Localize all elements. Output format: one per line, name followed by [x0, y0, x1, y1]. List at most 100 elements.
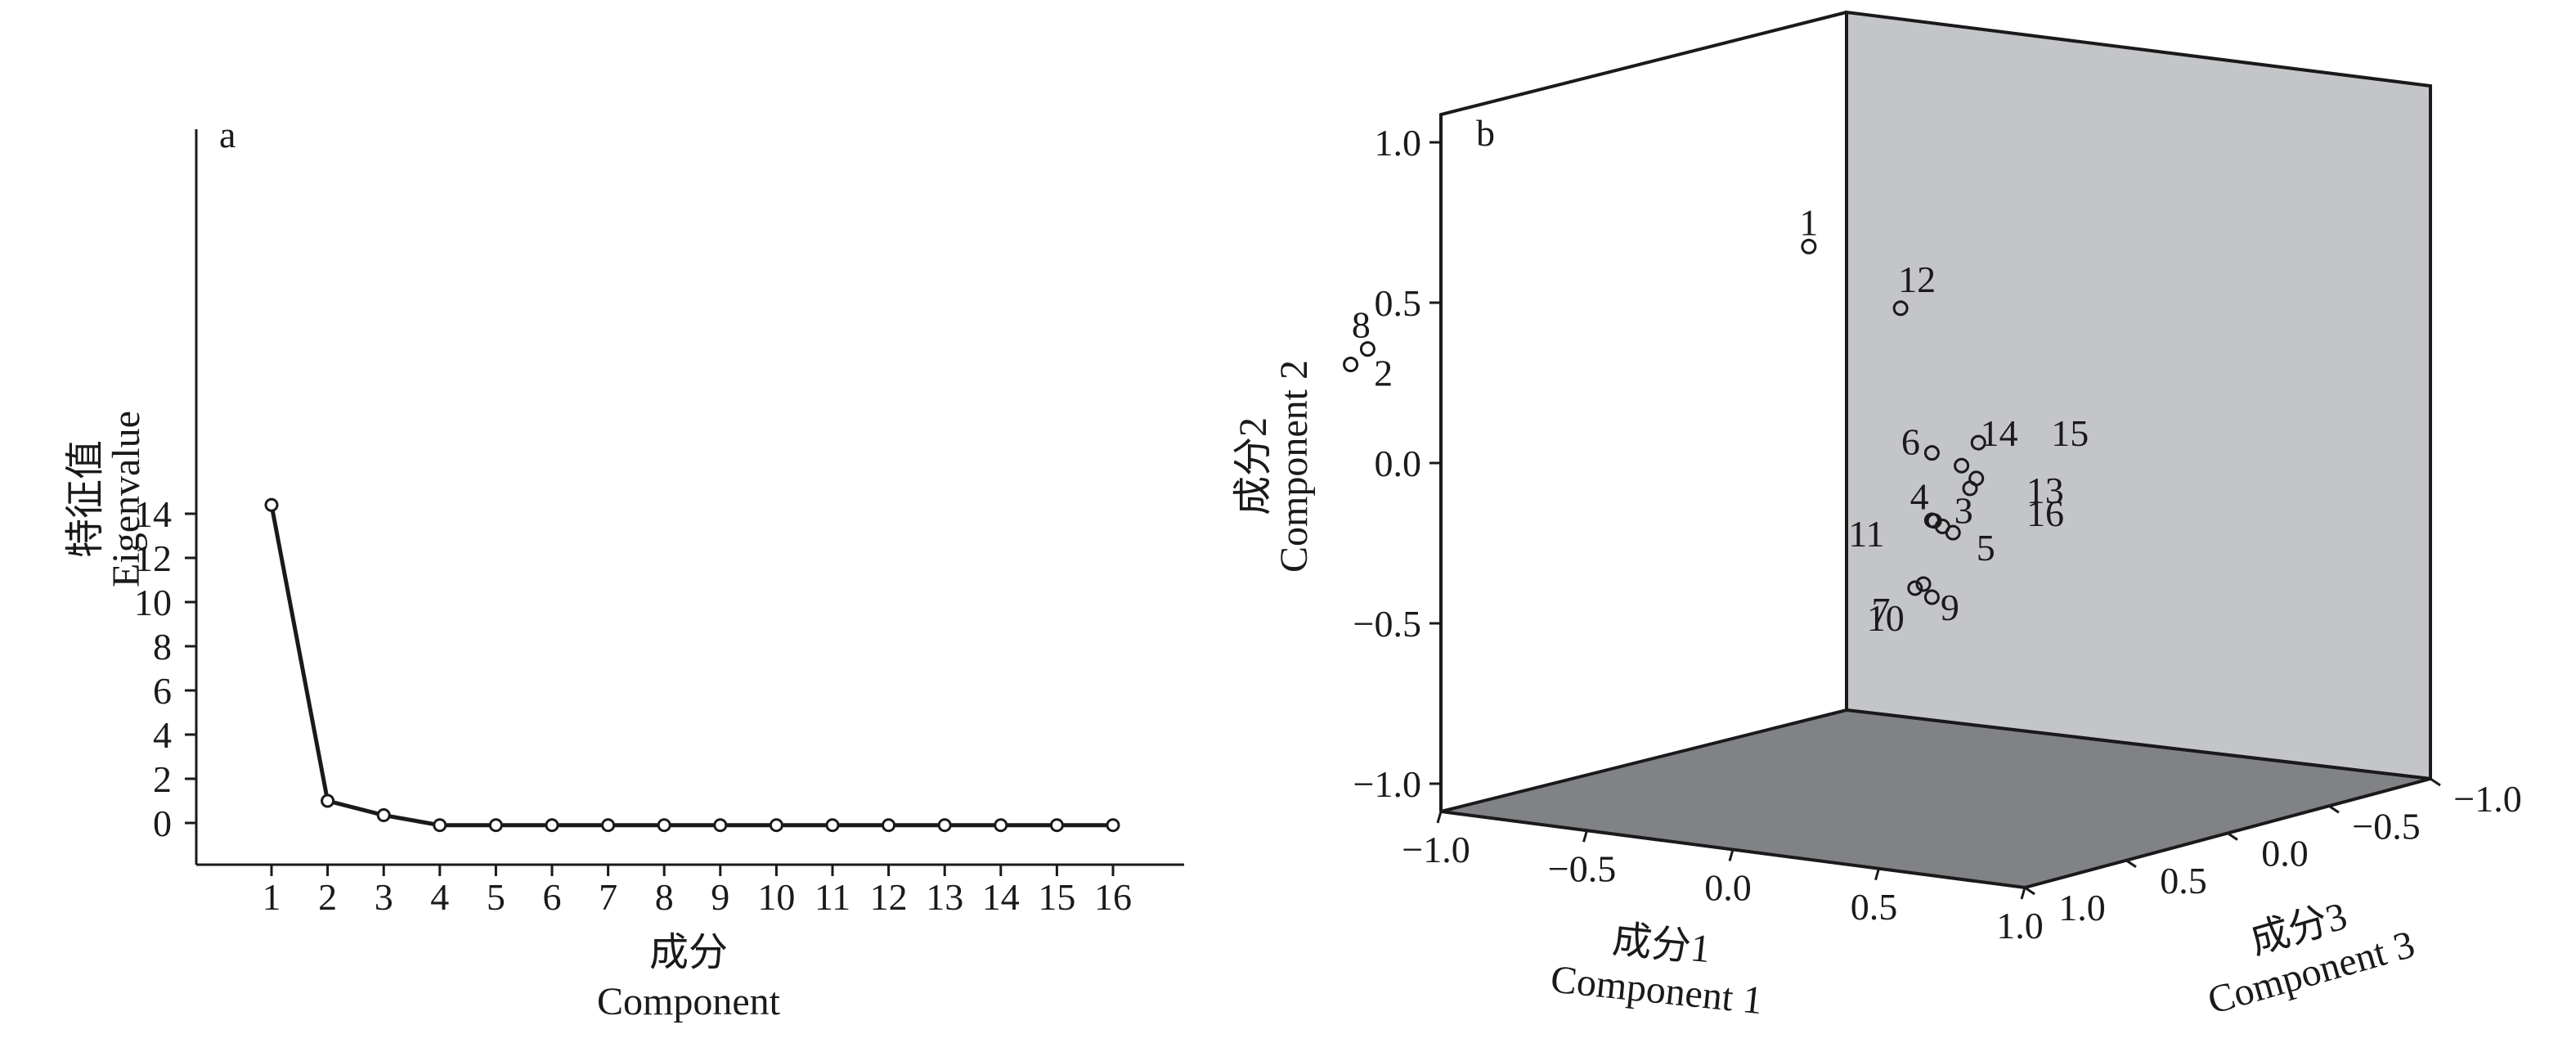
loading-point	[1343, 357, 1359, 373]
left-wall	[1439, 11, 1847, 811]
xlabel-en: Component	[597, 980, 781, 1023]
eigenvalue-point	[937, 818, 952, 833]
y-axis-title-b: 成分2 Component 2	[1232, 360, 1316, 573]
xlabel-b-cn: 成分1	[1610, 918, 1712, 971]
y-tick-label: 8	[153, 626, 172, 668]
c1-tick-label: 0.0	[1704, 867, 1752, 909]
xlabel-b-en: Component 1	[1549, 957, 1765, 1023]
y-tick-label: 6	[153, 670, 172, 712]
c1-tick-label: 0.5	[1851, 886, 1898, 928]
x-tick-label: 13	[926, 876, 963, 918]
point-label: 1	[1799, 201, 1818, 243]
c2-tick-label: −1.0	[1353, 763, 1421, 805]
c2-tick-label: 0.0	[1375, 443, 1422, 484]
c2-tick-label: 0.5	[1375, 282, 1422, 324]
c3-tick-mark	[2227, 832, 2238, 841]
y-tick-label: 12	[134, 537, 172, 579]
eigenvalue-point	[1049, 818, 1064, 833]
point-label: 4	[1910, 476, 1929, 518]
loading-point	[1892, 300, 1909, 317]
c3-tick-mark	[2125, 859, 2137, 868]
c3-tick-mark	[2328, 805, 2340, 814]
c1-tick-label: 1.0	[1996, 905, 2044, 946]
back-wall	[1845, 10, 2432, 781]
c3-tick-label: −1.0	[2453, 778, 2521, 820]
panel-b-label: b	[1476, 112, 1495, 154]
loading-point	[1923, 589, 1940, 605]
c3-tick-label: −0.5	[2352, 805, 2420, 847]
eigenvalue-point	[376, 808, 391, 823]
eigenvalue-point	[713, 818, 728, 833]
eigenvalue-point	[264, 497, 279, 512]
loading-point	[1970, 434, 1986, 451]
point-label: 15	[2051, 412, 2089, 454]
eigenvalue-point	[433, 818, 447, 833]
panel-a-label: a	[219, 114, 236, 155]
eigenvalue-point	[488, 818, 503, 833]
point-label: 11	[1848, 513, 1884, 555]
loading-point	[1923, 445, 1940, 461]
point-label: 8	[1352, 304, 1371, 346]
eigenvalue-line	[269, 504, 1113, 828]
c3-tick-label: 0.5	[2160, 860, 2207, 901]
x-tick-label: 8	[655, 876, 674, 918]
loading-point	[1954, 457, 1970, 474]
point-label: 10	[1867, 597, 1905, 639]
c3-tick-label: 0.0	[2261, 833, 2309, 874]
c1-tick-label: −1.0	[1402, 829, 1470, 870]
point-label: 5	[1977, 527, 1995, 569]
point-label: 9	[1941, 587, 1959, 628]
loading-point	[1359, 341, 1376, 357]
c3-tick-mark	[2024, 886, 2035, 896]
x-tick-label: 15	[1038, 876, 1075, 918]
ylabel-en: Eigenvalue	[105, 411, 148, 587]
x-tick-label: 11	[815, 876, 850, 918]
eigenvalue-point	[545, 818, 559, 833]
eigenvalue-point	[601, 818, 616, 833]
y-tick-label: 4	[153, 714, 172, 756]
eigenvalue-point	[825, 818, 840, 833]
c1-tick-mark	[2020, 887, 2026, 900]
ylabel-b-en: Component 2	[1272, 360, 1316, 573]
y-tick-label: 14	[134, 493, 172, 535]
c1-tick-label: −0.5	[1548, 847, 1616, 889]
point-label: 14	[1981, 412, 2018, 454]
c2-tick-label: 1.0	[1375, 122, 1422, 164]
y-tick-label: 2	[153, 758, 172, 800]
point-label: 12	[1898, 259, 1936, 300]
x-tick-label: 4	[430, 876, 449, 918]
x-tick-label: 1	[263, 876, 281, 918]
x-tick-label: 6	[543, 876, 562, 918]
z-axis-title-b: 成分3 Component 3	[2203, 894, 2420, 1023]
c3-tick-label: 1.0	[2058, 887, 2106, 928]
x-tick-label: 5	[487, 876, 505, 918]
c3-tick-mark	[2430, 777, 2441, 787]
x-tick-label: 10	[757, 876, 795, 918]
ylabel-cn: 特征值	[64, 440, 107, 558]
point-label: 13	[2026, 470, 2064, 511]
loading-point	[1801, 238, 1817, 254]
c1-tick-mark	[1874, 868, 1880, 881]
point-label: 6	[1901, 421, 1920, 463]
eigenvalue-point	[994, 818, 1008, 833]
loading-point	[1907, 580, 1923, 596]
eigenvalue-point	[769, 818, 783, 833]
x-tick-label: 14	[982, 876, 1020, 918]
x-tick-label: 2	[318, 876, 337, 918]
x-tick-label: 9	[711, 876, 729, 918]
eigenvalue-point	[321, 793, 335, 808]
point-label: 16	[2026, 492, 2064, 534]
loading-point	[1923, 512, 1940, 528]
eigenvalue-point	[882, 818, 896, 833]
y-axis-title: 特征值 Eigenvalue	[64, 411, 148, 587]
ylabel-b-cn: 成分2	[1232, 417, 1275, 515]
x-tick-label: 16	[1094, 876, 1132, 918]
c1-tick-mark	[1436, 811, 1443, 824]
x-tick-label: 7	[599, 876, 617, 918]
eigenvalue-point	[1106, 818, 1120, 833]
x-tick-label: 3	[375, 876, 393, 918]
loading-point	[1945, 524, 1961, 541]
loading-point	[1915, 576, 1932, 592]
